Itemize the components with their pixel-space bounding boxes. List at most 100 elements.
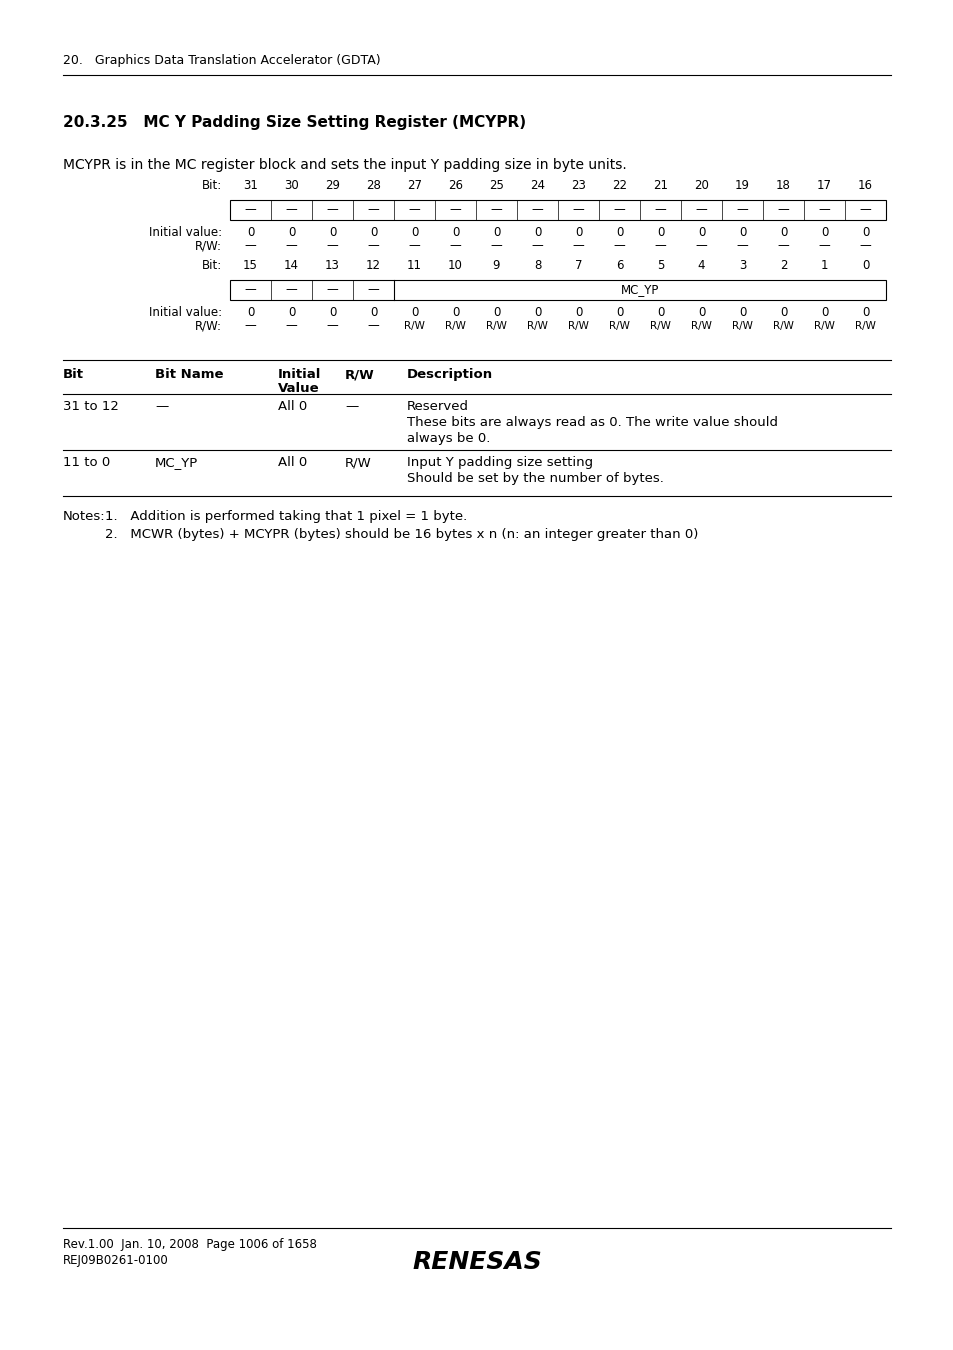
- Text: R/W: R/W: [445, 321, 465, 331]
- Text: 0: 0: [861, 227, 868, 239]
- Text: —: —: [326, 204, 338, 216]
- Text: 0: 0: [370, 227, 376, 239]
- Text: —: —: [449, 239, 461, 252]
- Text: 1.   Addition is performed taking that 1 pixel = 1 byte.: 1. Addition is performed taking that 1 p…: [105, 510, 467, 522]
- Text: —: —: [449, 204, 461, 216]
- Text: 0: 0: [493, 227, 499, 239]
- Text: 0: 0: [370, 306, 376, 320]
- Text: These bits are always read as 0. The write value should: These bits are always read as 0. The wri…: [407, 416, 778, 429]
- Text: R/W: R/W: [567, 321, 588, 331]
- Text: R/W: R/W: [731, 321, 752, 331]
- Text: Notes:: Notes:: [63, 510, 106, 522]
- Text: 0: 0: [616, 227, 622, 239]
- Text: 12: 12: [366, 259, 380, 271]
- Text: 20.   Graphics Data Translation Accelerator (GDTA): 20. Graphics Data Translation Accelerato…: [63, 54, 380, 68]
- Text: —: —: [367, 204, 379, 216]
- Text: —: —: [736, 204, 747, 216]
- Text: 9: 9: [493, 259, 499, 271]
- Text: —: —: [367, 284, 379, 297]
- Text: —: —: [244, 284, 256, 297]
- Text: 0: 0: [288, 306, 294, 320]
- Text: 0: 0: [738, 306, 745, 320]
- Text: R/W: R/W: [649, 321, 670, 331]
- Text: —: —: [654, 204, 666, 216]
- Text: —: —: [613, 204, 625, 216]
- Text: R/W: R/W: [608, 321, 629, 331]
- Text: All 0: All 0: [277, 400, 307, 413]
- Text: 11 to 0: 11 to 0: [63, 456, 111, 468]
- Text: 16: 16: [857, 180, 872, 192]
- Text: 28: 28: [366, 180, 380, 192]
- Text: 21: 21: [652, 180, 667, 192]
- Text: 0: 0: [697, 227, 704, 239]
- Text: 13: 13: [325, 259, 339, 271]
- Text: —: —: [244, 239, 256, 252]
- Text: —: —: [244, 204, 256, 216]
- Text: —: —: [859, 239, 870, 252]
- Text: Value: Value: [277, 382, 319, 396]
- Text: Description: Description: [407, 369, 493, 381]
- Text: R/W: R/W: [485, 321, 506, 331]
- Text: 0: 0: [575, 306, 581, 320]
- Text: Reserved: Reserved: [407, 400, 469, 413]
- Text: 26: 26: [448, 180, 462, 192]
- Text: 30: 30: [284, 180, 298, 192]
- Text: MCYPR is in the MC register block and sets the input Y padding size in byte unit: MCYPR is in the MC register block and se…: [63, 158, 626, 171]
- Text: —: —: [367, 239, 379, 252]
- Bar: [230, 200, 885, 220]
- Text: R/W: R/W: [404, 321, 424, 331]
- Text: —: —: [490, 239, 502, 252]
- Text: 31: 31: [243, 180, 257, 192]
- Text: 20: 20: [694, 180, 708, 192]
- Text: 4: 4: [697, 259, 704, 271]
- Text: —: —: [345, 400, 358, 413]
- Text: 29: 29: [325, 180, 339, 192]
- Text: 0: 0: [616, 306, 622, 320]
- Text: —: —: [408, 239, 420, 252]
- Text: 0: 0: [779, 227, 786, 239]
- Text: 19: 19: [734, 180, 749, 192]
- Text: 0: 0: [656, 227, 663, 239]
- Text: —: —: [736, 239, 747, 252]
- Text: Initial value:: Initial value:: [149, 227, 222, 239]
- Text: R/W:: R/W:: [194, 239, 222, 252]
- Text: —: —: [154, 400, 168, 413]
- Text: 0: 0: [411, 227, 417, 239]
- Text: 27: 27: [407, 180, 421, 192]
- Text: 18: 18: [775, 180, 790, 192]
- Text: —: —: [285, 239, 297, 252]
- Text: All 0: All 0: [277, 456, 307, 468]
- Text: —: —: [285, 284, 297, 297]
- Text: 7: 7: [574, 259, 581, 271]
- Text: —: —: [531, 204, 543, 216]
- Text: —: —: [818, 204, 829, 216]
- Text: 0: 0: [820, 306, 827, 320]
- Text: Should be set by the number of bytes.: Should be set by the number of bytes.: [407, 472, 663, 485]
- Text: R/W: R/W: [854, 321, 875, 331]
- Text: 0: 0: [697, 306, 704, 320]
- Text: RENESAS: RENESAS: [412, 1250, 541, 1274]
- Text: 11: 11: [407, 259, 421, 271]
- Text: 1: 1: [820, 259, 827, 271]
- Text: —: —: [818, 239, 829, 252]
- Text: —: —: [777, 204, 788, 216]
- Text: 5: 5: [656, 259, 663, 271]
- Text: 17: 17: [816, 180, 831, 192]
- Text: Rev.1.00  Jan. 10, 2008  Page 1006 of 1658: Rev.1.00 Jan. 10, 2008 Page 1006 of 1658: [63, 1238, 316, 1251]
- Text: R/W: R/W: [690, 321, 711, 331]
- Text: MC_YP: MC_YP: [154, 456, 198, 468]
- Text: 0: 0: [779, 306, 786, 320]
- Text: 23: 23: [571, 180, 585, 192]
- Text: —: —: [572, 239, 584, 252]
- Text: —: —: [367, 320, 379, 332]
- Text: 0: 0: [452, 227, 458, 239]
- Text: 0: 0: [329, 227, 335, 239]
- Text: R/W: R/W: [526, 321, 547, 331]
- Text: always be 0.: always be 0.: [407, 432, 490, 446]
- Text: Bit: Bit: [63, 369, 84, 381]
- Text: 0: 0: [534, 306, 540, 320]
- Text: 15: 15: [243, 259, 257, 271]
- Text: —: —: [244, 320, 256, 332]
- Text: —: —: [654, 239, 666, 252]
- Text: —: —: [859, 204, 870, 216]
